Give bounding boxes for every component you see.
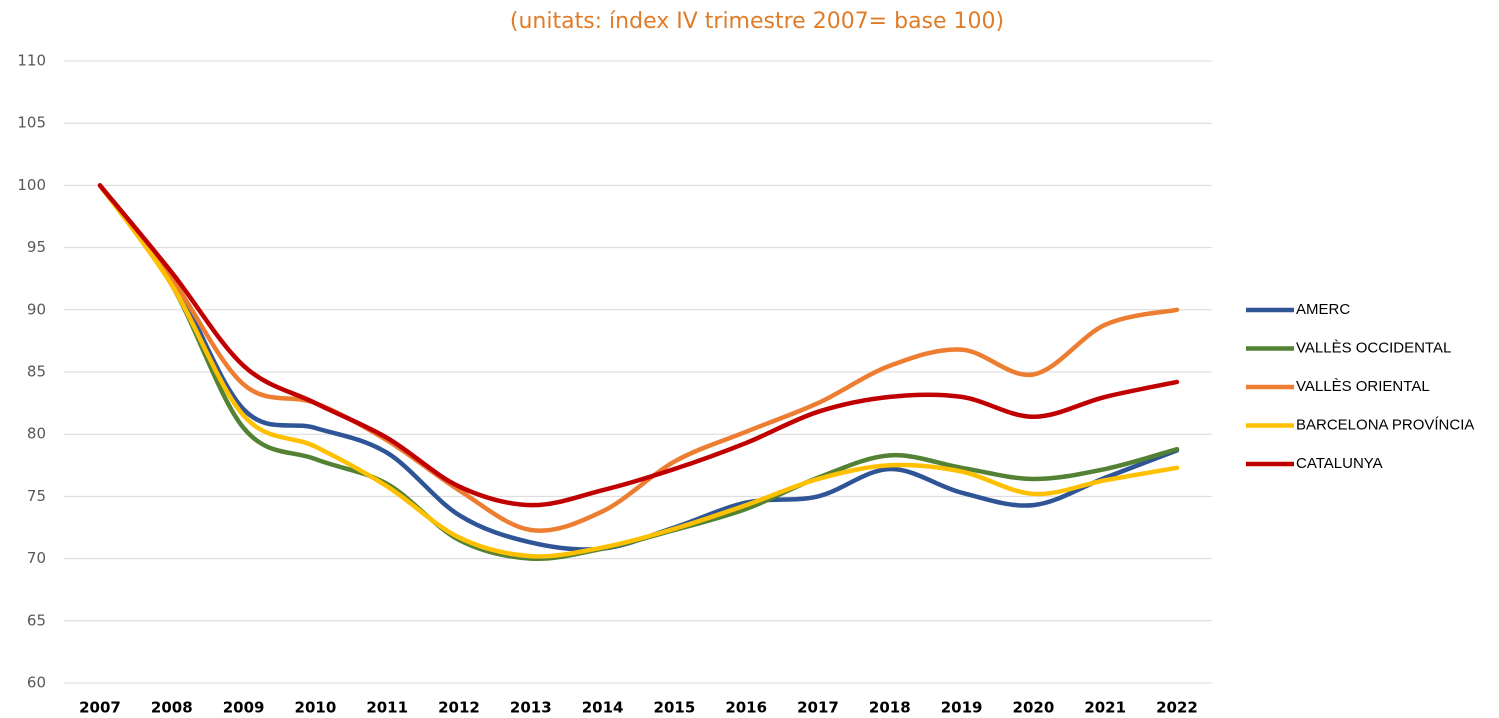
x-tick-label: 2017 [797, 699, 839, 717]
x-tick-label: 2016 [725, 699, 767, 717]
series-line [97, 183, 1180, 508]
legend-label: CATALUNYA [1296, 455, 1383, 472]
legend-label: AMERC [1296, 301, 1350, 318]
y-tick-label: 95 [27, 238, 46, 256]
y-tick-label: 105 [17, 114, 46, 132]
x-tick-label: 2021 [1084, 699, 1126, 717]
x-tick-label: 2015 [654, 699, 696, 717]
legend-label: VALLÈS OCCIDENTAL [1296, 339, 1451, 356]
y-tick-label: 60 [27, 674, 46, 692]
x-tick-label: 2020 [1013, 699, 1055, 717]
y-tick-label: 80 [27, 425, 46, 443]
x-tick-label: 2011 [366, 699, 408, 717]
y-tick-label: 65 [27, 611, 46, 629]
chart-title: (unitats: índex IV trimestre 2007= base … [510, 9, 1004, 34]
x-tick-label: 2009 [223, 699, 265, 717]
x-tick-label: 2007 [79, 699, 121, 717]
x-tick-label: 2014 [582, 699, 624, 717]
x-tick-label: 2022 [1156, 699, 1198, 717]
legend-label: VALLÈS ORIENTAL [1296, 378, 1430, 395]
x-tick-label: 2012 [438, 699, 480, 717]
x-tick-label: 2008 [151, 699, 193, 717]
y-tick-label: 110 [17, 52, 46, 70]
series-line [97, 183, 1180, 533]
y-tick-label: 70 [27, 549, 46, 567]
x-tick-label: 2019 [941, 699, 983, 717]
series-line [97, 183, 1180, 559]
y-tick-label: 100 [17, 176, 46, 194]
y-tick-label: 75 [27, 487, 46, 505]
legend-label: BARCELONA PROVÍNCIA [1296, 416, 1474, 433]
series-line [97, 183, 1180, 552]
x-tick-label: 2013 [510, 699, 552, 717]
y-tick-label: 85 [27, 363, 46, 381]
y-tick-label: 90 [27, 300, 46, 318]
x-tick-label: 2010 [295, 699, 337, 717]
x-tick-label: 2018 [869, 699, 911, 717]
